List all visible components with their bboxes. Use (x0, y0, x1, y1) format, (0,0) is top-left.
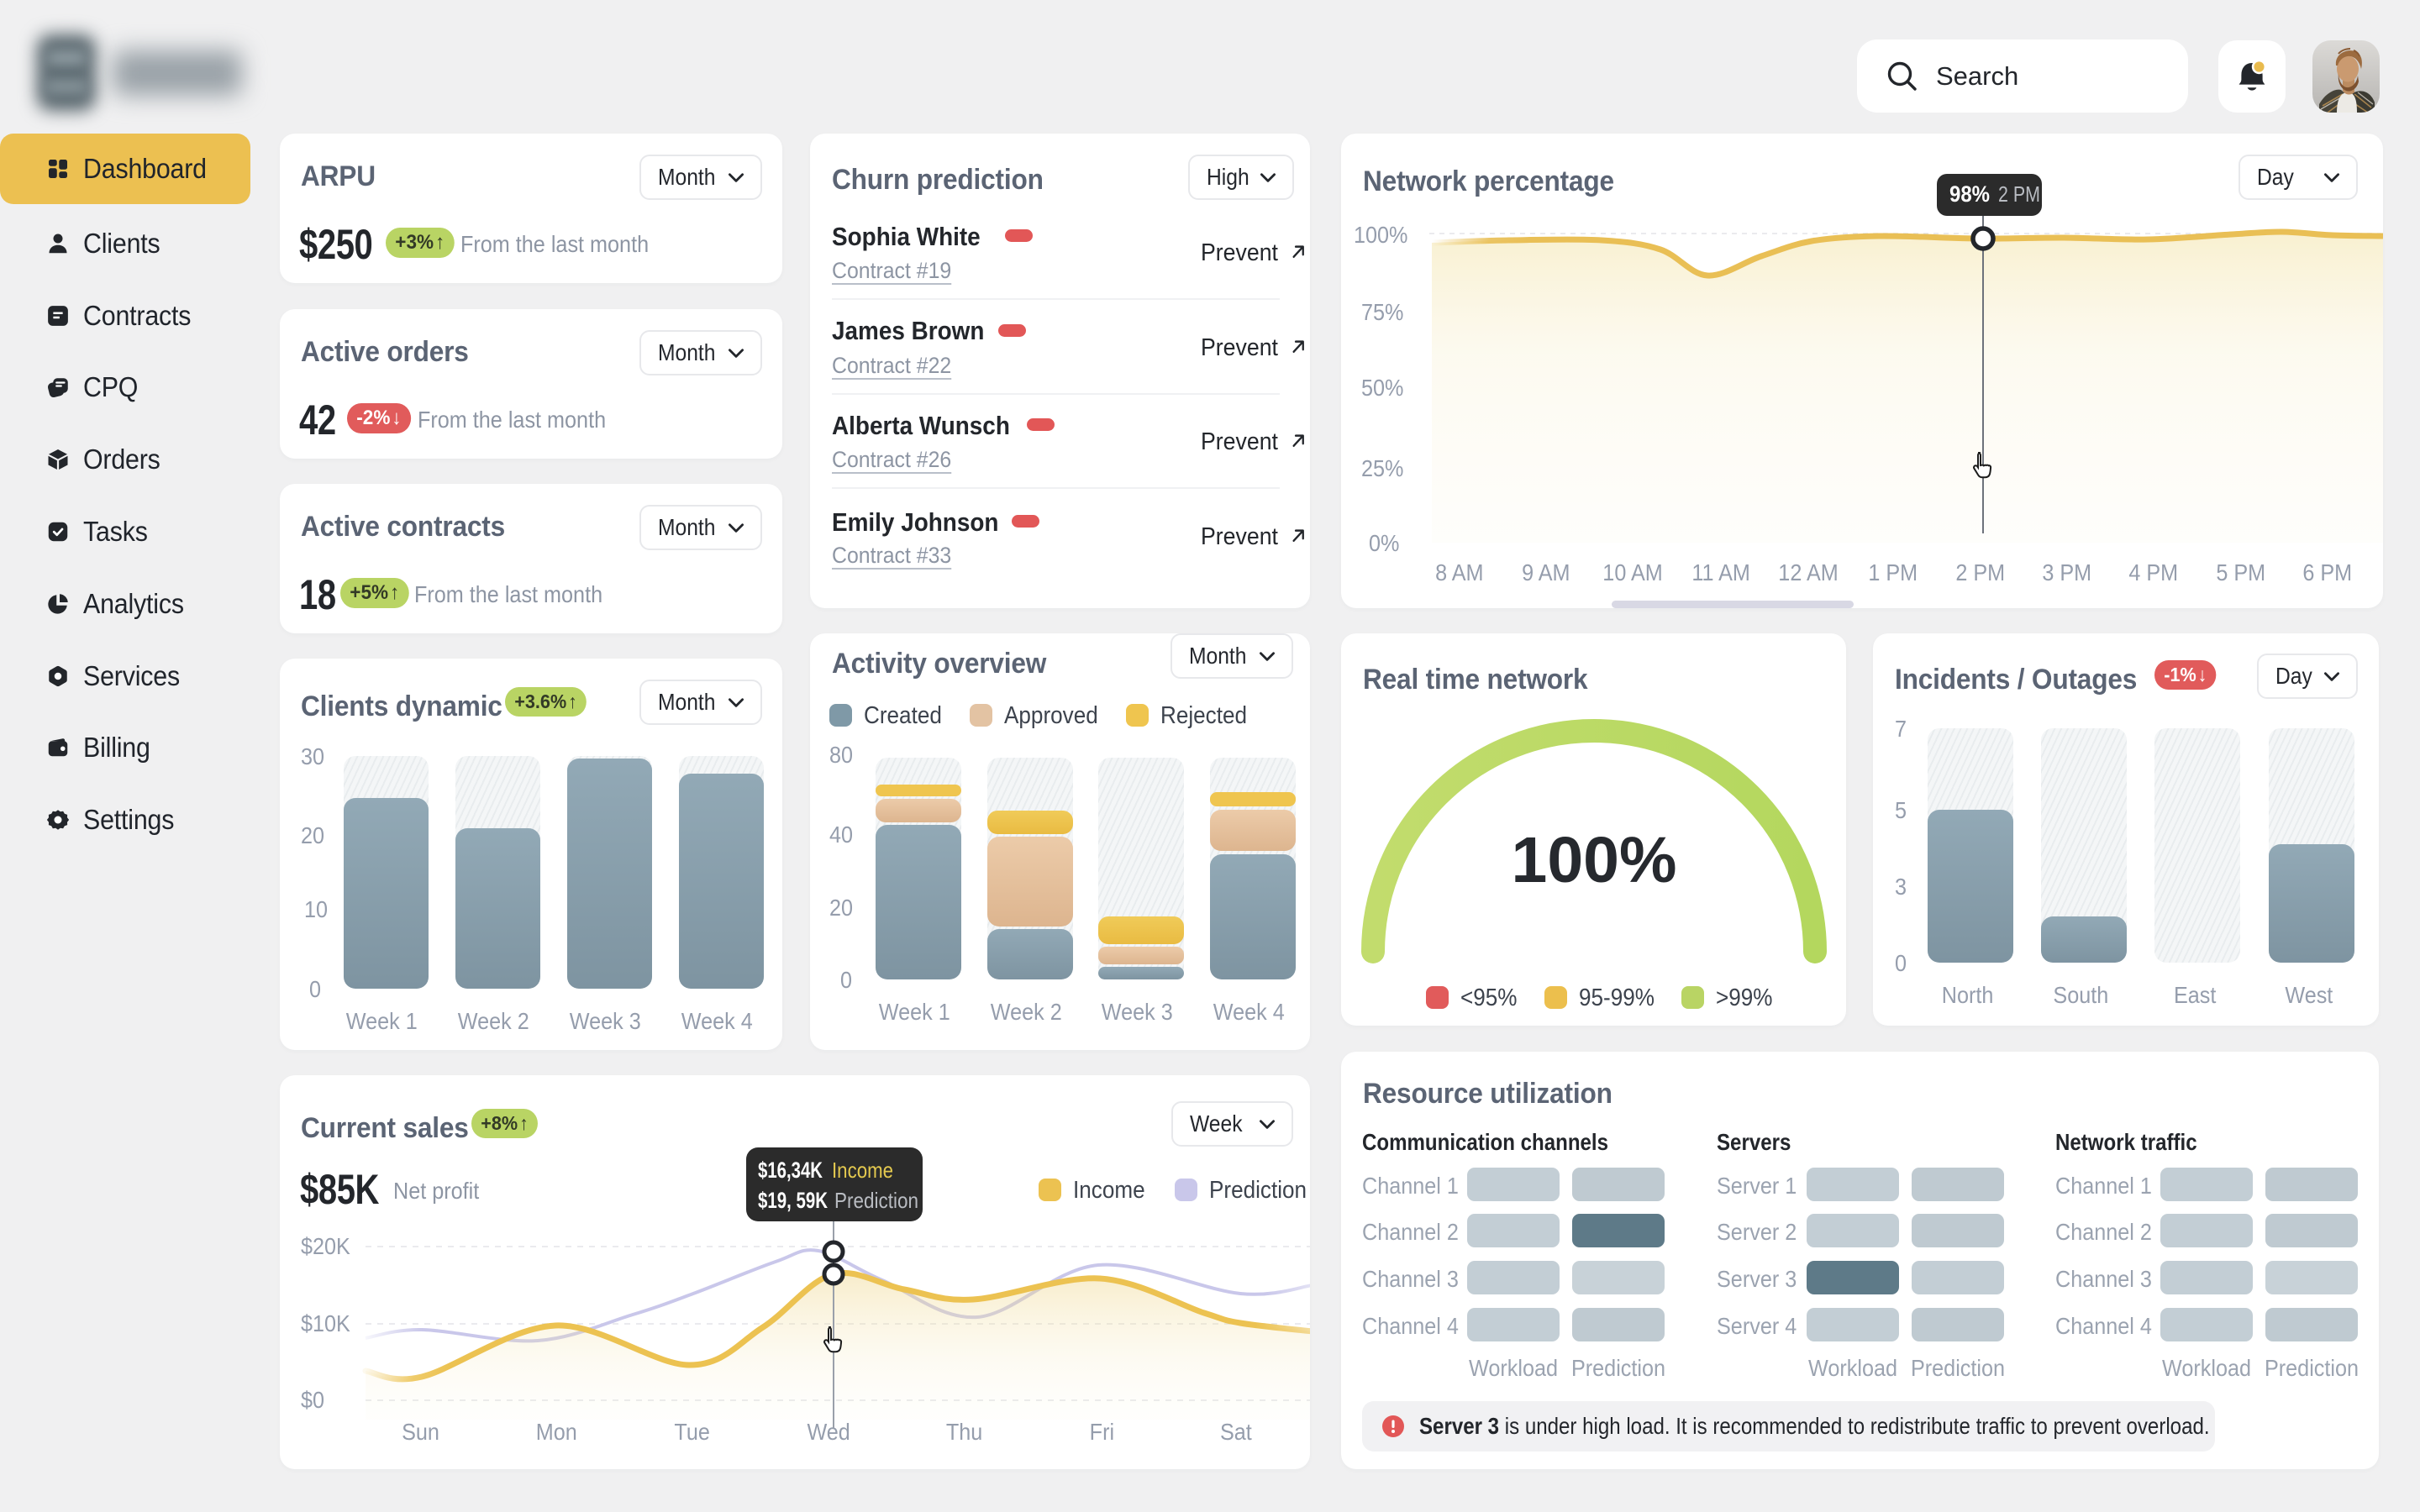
svg-text:Income: Income (832, 1158, 893, 1183)
svg-text:98%: 98% (1949, 181, 1990, 207)
svg-text:2 PM: 2 PM (1998, 181, 2040, 207)
svg-text:$19, 59K: $19, 59K (758, 1188, 828, 1213)
svg-text:Prediction: Prediction (834, 1188, 918, 1213)
svg-text:100%: 100% (1512, 824, 1677, 896)
svg-text:$16,34K: $16,34K (758, 1158, 823, 1183)
